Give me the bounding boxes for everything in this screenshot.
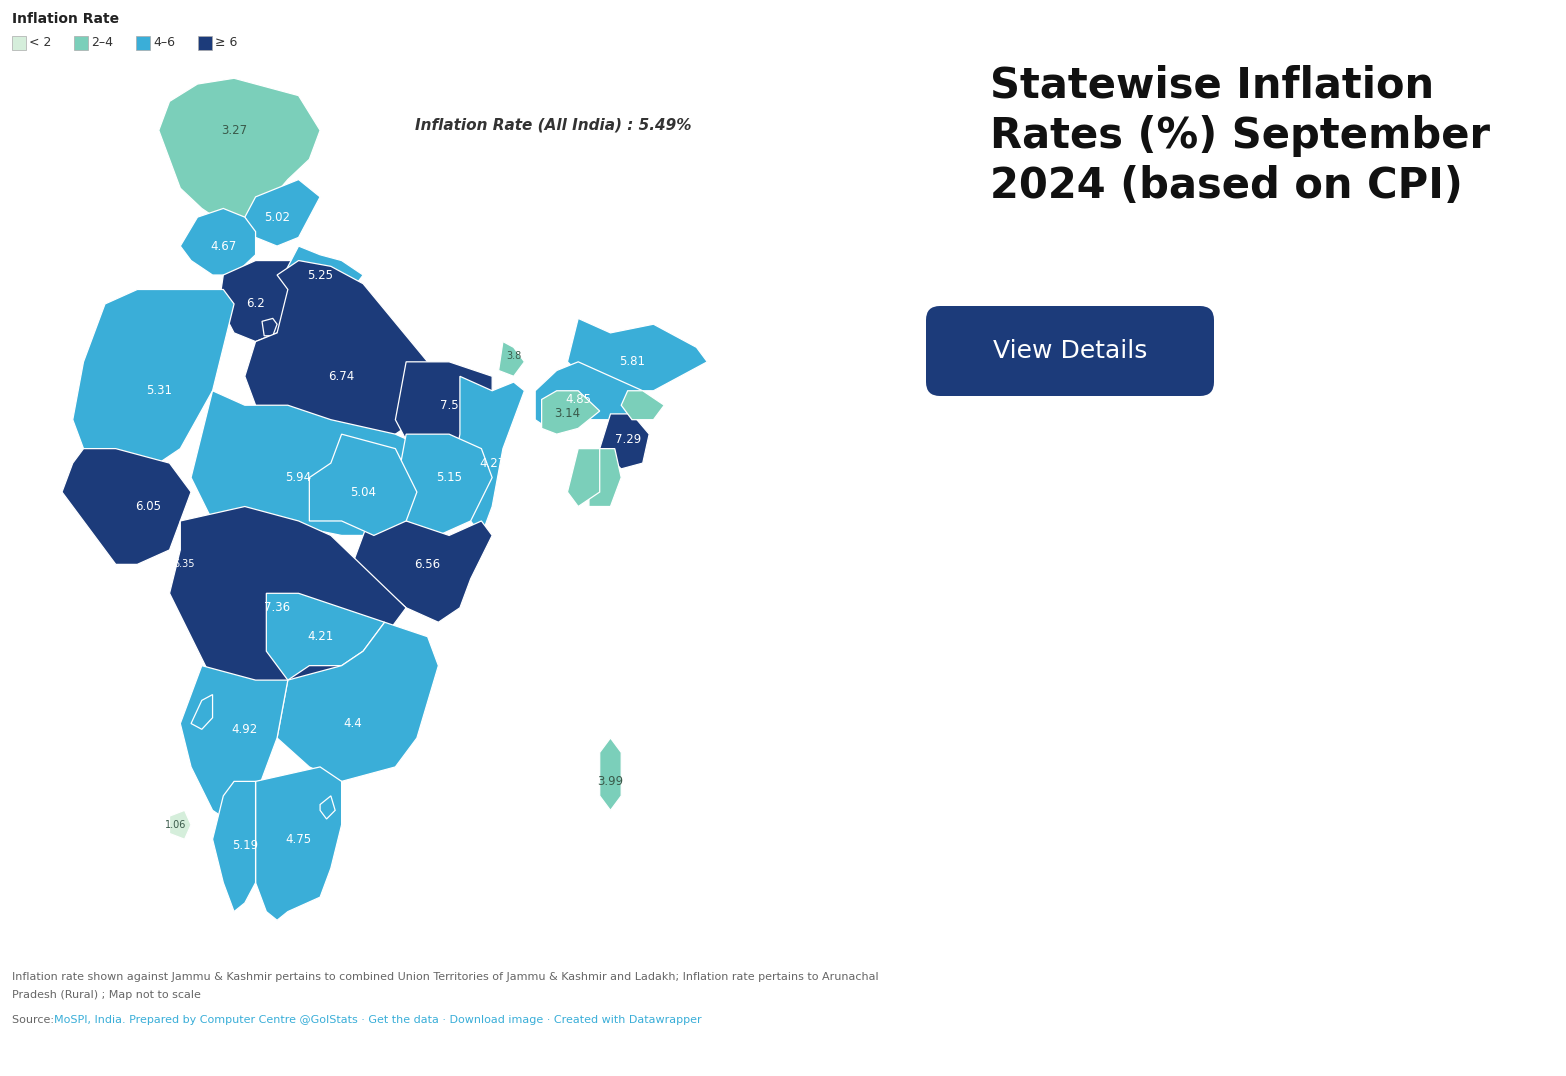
Polygon shape — [542, 391, 600, 434]
Text: Inflation rate shown against Jammu & Kashmir pertains to combined Union Territor: Inflation rate shown against Jammu & Kas… — [13, 972, 879, 982]
Text: 2024 (based on CPI): 2024 (based on CPI) — [990, 165, 1463, 207]
Polygon shape — [589, 449, 622, 507]
Polygon shape — [600, 414, 650, 469]
Text: 5.81: 5.81 — [619, 355, 645, 368]
Polygon shape — [277, 622, 438, 781]
Polygon shape — [255, 767, 341, 920]
Polygon shape — [180, 209, 255, 275]
Polygon shape — [213, 781, 255, 911]
Text: 5.31: 5.31 — [146, 384, 172, 397]
Polygon shape — [498, 341, 525, 377]
Polygon shape — [169, 507, 406, 700]
Text: 5.25: 5.25 — [307, 269, 334, 282]
Text: 4.4: 4.4 — [343, 717, 362, 730]
Text: Statewise Inflation: Statewise Inflation — [990, 65, 1434, 107]
Text: 6.56: 6.56 — [415, 557, 440, 571]
Text: 4.27: 4.27 — [479, 456, 506, 469]
Bar — [74, 36, 88, 49]
Bar — [13, 36, 27, 49]
Polygon shape — [180, 666, 288, 825]
Text: 5.02: 5.02 — [265, 211, 290, 224]
Bar — [197, 36, 211, 49]
Polygon shape — [262, 318, 277, 336]
Polygon shape — [266, 593, 385, 680]
Polygon shape — [191, 695, 213, 730]
Polygon shape — [622, 391, 664, 420]
Text: Inflation Rate (All India) : 5.49%: Inflation Rate (All India) : 5.49% — [415, 118, 692, 133]
Text: 1.06: 1.06 — [166, 820, 186, 830]
Polygon shape — [352, 507, 492, 622]
Text: 4.67: 4.67 — [210, 240, 236, 253]
Text: 7.5: 7.5 — [440, 399, 459, 412]
Text: Pradesh (Rural) ; Map not to scale: Pradesh (Rural) ; Map not to scale — [13, 990, 200, 1000]
Polygon shape — [600, 738, 622, 810]
Text: 3.8: 3.8 — [506, 351, 521, 362]
Polygon shape — [244, 180, 319, 246]
Polygon shape — [310, 434, 417, 536]
Text: ≥ 6: ≥ 6 — [215, 37, 238, 49]
Polygon shape — [180, 550, 202, 574]
Text: 5.15: 5.15 — [437, 471, 462, 484]
Text: 5.04: 5.04 — [351, 485, 376, 498]
Polygon shape — [567, 318, 708, 391]
Text: Source:: Source: — [13, 1015, 58, 1025]
Text: 4–6: 4–6 — [153, 37, 175, 49]
Polygon shape — [283, 246, 363, 303]
Text: 3.99: 3.99 — [597, 775, 623, 788]
Text: 4.85: 4.85 — [565, 393, 592, 406]
Text: 4.92: 4.92 — [232, 723, 258, 736]
Text: 3.27: 3.27 — [221, 124, 247, 137]
Polygon shape — [449, 377, 525, 536]
Text: 6.2: 6.2 — [246, 297, 265, 311]
Bar — [136, 36, 150, 49]
Text: View Details: View Details — [993, 339, 1148, 363]
Text: Rates (%) September: Rates (%) September — [990, 115, 1489, 157]
Text: 6.74: 6.74 — [329, 370, 355, 383]
Text: 4.75: 4.75 — [285, 833, 312, 846]
Polygon shape — [536, 362, 642, 434]
Text: 7.36: 7.36 — [265, 601, 290, 614]
Polygon shape — [567, 449, 600, 507]
Polygon shape — [158, 79, 319, 223]
FancyBboxPatch shape — [926, 306, 1214, 396]
Text: 6.05: 6.05 — [135, 500, 161, 513]
Polygon shape — [395, 362, 492, 449]
Polygon shape — [319, 796, 335, 819]
Text: Inflation Rate: Inflation Rate — [13, 12, 119, 26]
Text: 2–4: 2–4 — [91, 37, 113, 49]
Text: 3.14: 3.14 — [554, 408, 581, 421]
Text: 5.19: 5.19 — [232, 838, 258, 851]
Polygon shape — [219, 260, 299, 341]
Text: MoSPI, India. Prepared by Computer Centre @GoIStats · Get the data · Download im: MoSPI, India. Prepared by Computer Centr… — [53, 1015, 702, 1025]
Text: < 2: < 2 — [30, 37, 52, 49]
Text: 4.21: 4.21 — [307, 631, 334, 643]
Text: 5.94: 5.94 — [285, 471, 312, 484]
Polygon shape — [244, 260, 428, 463]
Text: 6.35: 6.35 — [174, 560, 196, 569]
Polygon shape — [63, 449, 191, 565]
Polygon shape — [395, 434, 492, 536]
Polygon shape — [169, 810, 191, 839]
Polygon shape — [191, 391, 428, 536]
Text: 7.29: 7.29 — [614, 434, 640, 447]
Polygon shape — [72, 289, 233, 478]
